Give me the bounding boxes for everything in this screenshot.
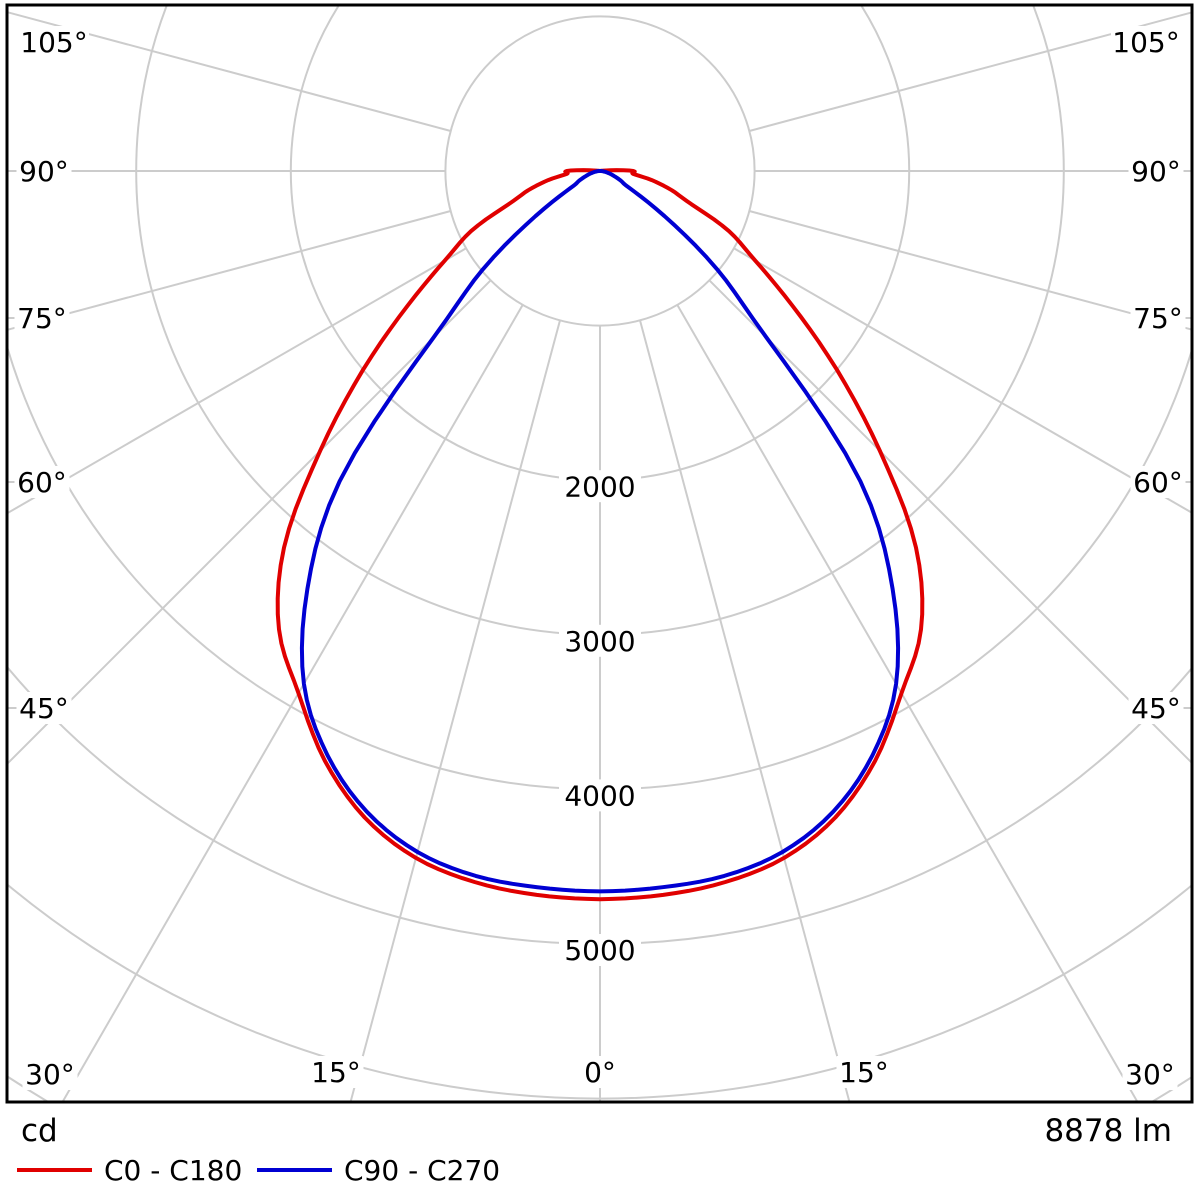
radial-tick-label: 3000 — [564, 625, 635, 658]
angle-tick-label: 0° — [584, 1056, 616, 1089]
radial-tick-label: 5000 — [564, 934, 635, 967]
grid-spoke — [349, 320, 561, 1101]
radial-tick-label-bg — [559, 934, 641, 966]
curve-c0-c180 — [275, 168, 925, 902]
angle-tick-label-bg — [14, 302, 70, 334]
grid-spoke — [8, 247, 467, 514]
grid-spoke — [733, 247, 1191, 514]
angle-tick-label: 105° — [1112, 26, 1179, 59]
angle-tick-label-bg — [1122, 1058, 1178, 1090]
angle-tick-label-bg — [836, 1056, 892, 1088]
angle-tick-label: 90° — [19, 155, 69, 188]
grid-spoke — [749, 11, 1191, 132]
angle-tick-label: 105° — [20, 26, 87, 59]
angle-tick-label: 45° — [19, 692, 69, 725]
grid-spoke — [639, 320, 851, 1101]
radial-tick-label: 4000 — [564, 779, 635, 812]
angle-tick-label-bg — [1128, 155, 1184, 187]
angle-tick-label-bg — [22, 1058, 78, 1090]
grid-spoke — [8, 210, 451, 331]
angle-tick-label: 30° — [25, 1058, 75, 1091]
angle-tick-label: 45° — [1131, 692, 1181, 725]
angle-tick-label: 60° — [17, 466, 67, 499]
angle-tick-label-bg — [1130, 466, 1186, 498]
curves — [275, 168, 925, 902]
angle-tick-label-bg — [16, 155, 72, 187]
angle-tick-label: 75° — [17, 302, 67, 335]
radial-tick-label-bg — [559, 624, 641, 657]
legend-line-c90-c270 — [257, 1168, 332, 1172]
grid-spoke — [8, 11, 451, 132]
angle-tick-label: 30° — [1125, 1058, 1175, 1091]
legend-label-c90-c270: C90 - C270 — [344, 1153, 501, 1187]
radial-tick-label-bg — [559, 470, 641, 503]
grid-spoke — [676, 304, 1138, 1101]
angle-tick-label: 75° — [1133, 302, 1183, 335]
angle-tick-label: 90° — [1131, 155, 1181, 188]
luminous-flux-label: 8878 lm — [1044, 1113, 1172, 1149]
radial-tick-label: 2000 — [564, 470, 635, 503]
angle-tick-label-bg — [16, 692, 72, 724]
radial-tick-label-bg — [559, 779, 641, 812]
legend-label-c0-c180: C0 - C180 — [104, 1153, 243, 1187]
legend-line-c0-c180 — [17, 1168, 92, 1172]
unit-label: cd — [21, 1113, 58, 1149]
angle-tick-label-bg — [580, 1056, 620, 1088]
angle-tick-label: 15° — [311, 1056, 361, 1089]
angle-tick-label: 15° — [839, 1056, 889, 1089]
angle-tick-label-bg — [308, 1056, 364, 1088]
chart-frame — [5, 3, 1194, 1104]
angle-tick-label: 60° — [1133, 466, 1183, 499]
curve-c90-c270 — [299, 169, 901, 894]
legend-item-c90-c270: C90 - C270 — [257, 1152, 500, 1188]
grid-spoke — [62, 304, 524, 1101]
angle-tick-label-bg — [19, 26, 89, 58]
angle-tick-label-bg — [1130, 302, 1186, 334]
angle-tick-label-bg — [14, 466, 70, 498]
legend-item-c0-c180: C0 - C180 — [17, 1152, 242, 1188]
grid-spoke — [749, 210, 1191, 331]
angle-tick-label-bg — [1111, 26, 1181, 58]
angle-tick-label-bg — [1128, 692, 1184, 724]
axis-labels: 2000 3000 4000 5000 105° 90° 75° 60° 45° 30° 15° 0°… — [14, 26, 1186, 1091]
